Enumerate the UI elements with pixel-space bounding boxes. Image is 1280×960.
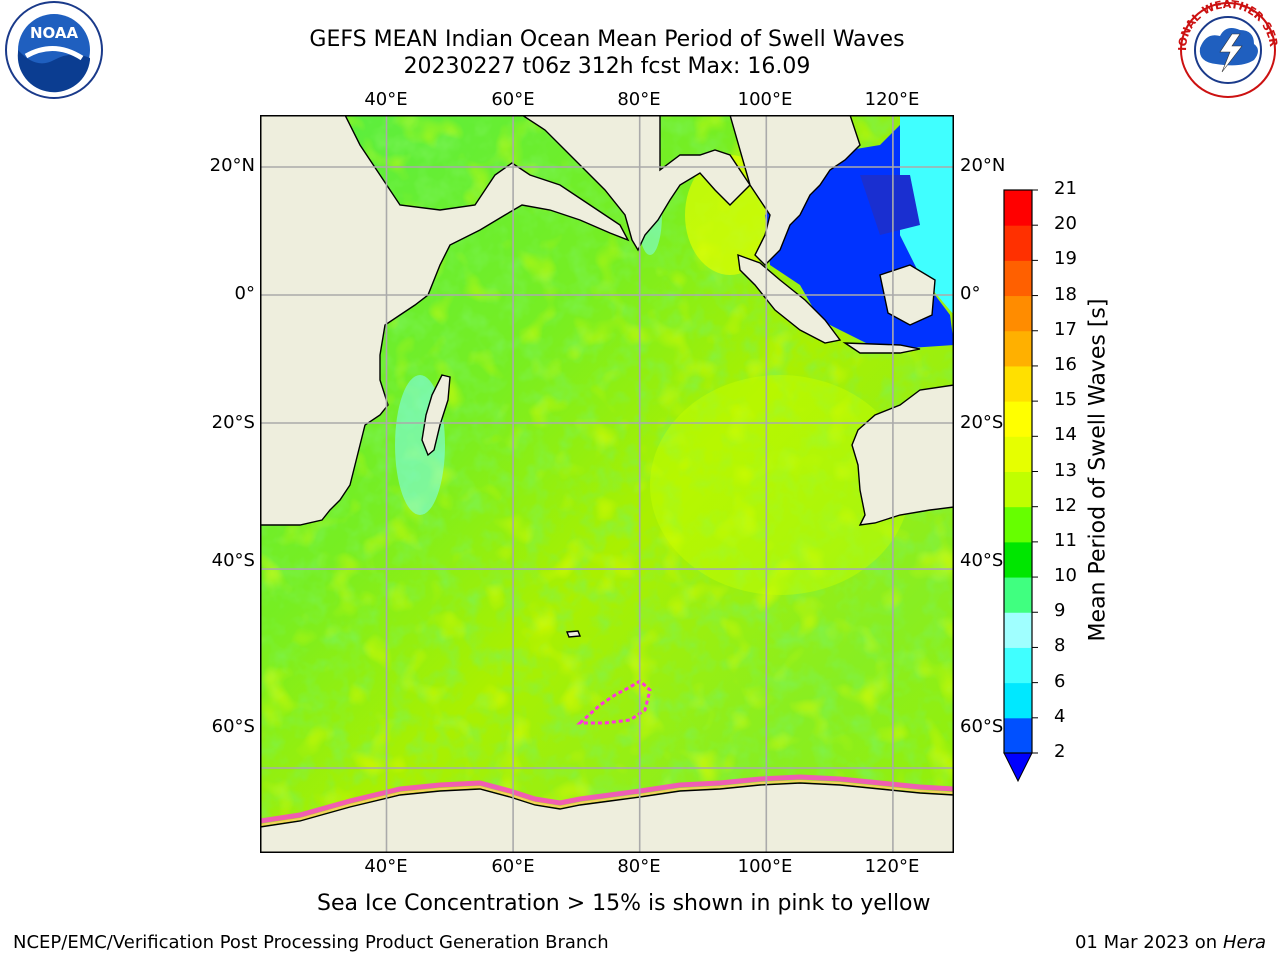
colorbar-segment: [1004, 295, 1032, 332]
colorbar-tick-label: 20: [1054, 213, 1077, 235]
colorbar-segment: [1004, 190, 1032, 226]
colorbar-segment: [1004, 647, 1032, 684]
colorbar-tick-label: 18: [1054, 283, 1077, 305]
right-lat-tick: 20°S: [960, 412, 1004, 433]
bottom-lon-tick: 120°E: [864, 856, 920, 877]
colorbar-extend-arrow: [1003, 752, 1033, 783]
colorbar: [1003, 189, 1038, 783]
chart-title: GEFS MEAN Indian Ocean Mean Period of Sw…: [309, 27, 905, 52]
sea-ice-edge: [260, 774, 954, 824]
swell-period-map: [260, 115, 954, 853]
left-lat-tick: 20°N: [209, 155, 255, 176]
colorbar-label: Mean Period of Swell Waves [s]: [1085, 298, 1111, 642]
left-lat-tick: 0°: [234, 283, 255, 304]
colorbar-tick-label: 16: [1054, 353, 1077, 375]
colorbar-tick-label: 4: [1054, 705, 1066, 727]
nws-logo: NATIONAL WEATHER SERVICE: [1176, 0, 1280, 98]
colorbar-segment: [1004, 436, 1032, 472]
colorbar-segment: [1004, 682, 1032, 719]
chart-subtitle: 20230227 t06z 312h fcst Max: 16.09: [403, 54, 811, 79]
noaa-logo-text: NOAA: [30, 24, 79, 42]
map-frame: [260, 115, 954, 853]
colorbar-segment: [1004, 471, 1032, 508]
colorbar-tick-label: 8: [1054, 635, 1066, 657]
colorbar-segment: [1004, 401, 1032, 437]
graticule: [260, 115, 954, 853]
left-lat-tick: 20°S: [211, 412, 255, 433]
footer-date-host: 01 Mar 2023 on Hera: [1075, 932, 1266, 953]
land-australia: [851, 384, 954, 526]
land-india: [520, 115, 751, 252]
land-sumatra-java: [737, 253, 842, 344]
colorbar-tick-label: 15: [1054, 389, 1077, 411]
bottom-lon-tick: 100°E: [737, 856, 793, 877]
colorbar-tick-label: 10: [1054, 565, 1077, 587]
colorbar-segment: [1004, 717, 1032, 754]
right-lat-tick: 40°S: [960, 550, 1004, 571]
colorbar-segment: [1004, 612, 1032, 648]
bottom-lon-tick: 80°E: [617, 856, 661, 877]
land-java: [842, 342, 921, 354]
colorbar-segment: [1004, 506, 1032, 543]
top-lon-tick: 80°E: [617, 89, 661, 110]
footer-organization: NCEP/EMC/Verification Post Processing Pr…: [13, 932, 609, 953]
sea-ice-edge: [260, 779, 954, 826]
colorbar-tick-label: 19: [1054, 248, 1077, 270]
land-madagascar: [421, 374, 451, 457]
colorbar-segment: [1004, 577, 1032, 613]
footer-date: 01 Mar 2023 on: [1074, 932, 1218, 953]
top-lon-tick: 40°E: [364, 89, 408, 110]
right-lat-tick: 0°: [960, 283, 981, 304]
colorbar-segment: [1004, 541, 1032, 578]
colorbar-tick-label: 21: [1054, 178, 1077, 199]
colorbar-tick-label: 6: [1054, 670, 1066, 692]
colorbar-tick-label: 2: [1054, 741, 1066, 762]
colorbar-tick-label: 13: [1054, 459, 1077, 481]
colorbar-segment: [1004, 260, 1032, 297]
low-period-region: [860, 175, 920, 235]
colorbar-segment: [1004, 365, 1032, 402]
colorbar-segment: [1004, 225, 1032, 261]
sea-ice-patch: [576, 679, 652, 725]
bottom-lon-tick: 60°E: [491, 856, 535, 877]
colorbar-tick-label: 17: [1054, 318, 1077, 340]
colorbar-tick-label: 9: [1054, 600, 1066, 622]
top-lon-tick: 100°E: [737, 89, 793, 110]
land-kerguelen: [566, 630, 581, 638]
right-lat-tick: 20°N: [960, 155, 1006, 176]
left-lat-tick: 40°S: [211, 550, 255, 571]
noaa-logo: NOAA: [5, 1, 103, 99]
colorbar-tick-label: 14: [1054, 424, 1077, 446]
left-lat-tick: 60°S: [211, 716, 255, 737]
bottom-lon-tick: 40°E: [364, 856, 408, 877]
right-lat-tick: 60°S: [960, 716, 1004, 737]
sea-ice-caption: Sea Ice Concentration > 15% is shown in …: [317, 891, 931, 916]
low-period-region: [900, 115, 954, 315]
top-lon-tick: 60°E: [491, 89, 535, 110]
colorbar-tick-label: 11: [1054, 529, 1077, 551]
top-lon-tick: 120°E: [864, 89, 920, 110]
yellow-swell-region: [650, 375, 910, 595]
colorbar-segment: [1004, 330, 1032, 367]
footer-host: Hera: [1222, 932, 1266, 953]
colorbar-tick-label: 12: [1054, 494, 1077, 516]
